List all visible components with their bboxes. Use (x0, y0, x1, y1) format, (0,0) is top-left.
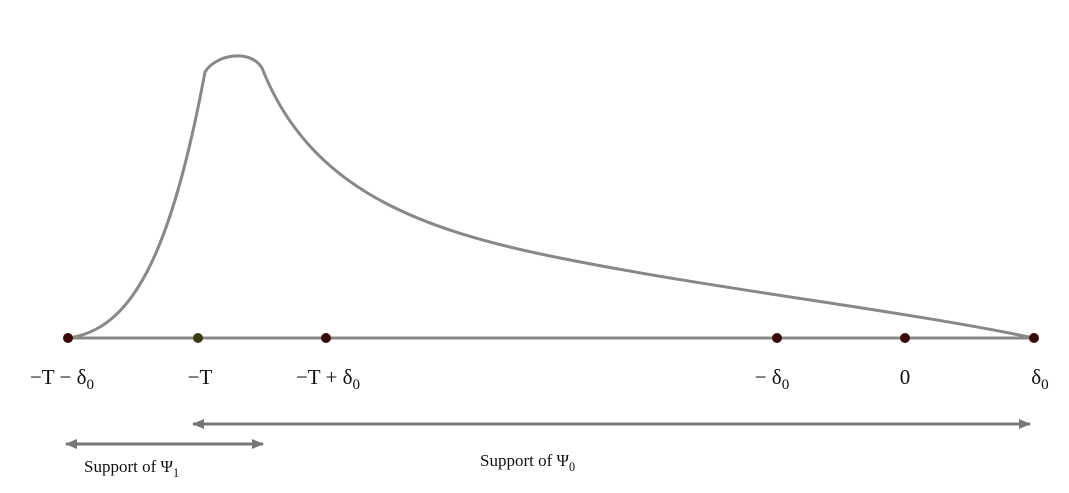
point (193, 333, 203, 343)
label-sub: 0 (782, 377, 790, 393)
label-main: Support of Ψ (84, 457, 174, 476)
label-main: −T − δ (30, 365, 87, 389)
label-sub: 0 (352, 377, 360, 393)
point-labels: −T − δ0 −T −T + δ0 − δ0 0 δ0 (30, 365, 1049, 393)
label-sub: 1 (173, 466, 179, 480)
support-label: Support of Ψ1 (84, 457, 179, 480)
label-main: Support of Ψ (480, 451, 570, 470)
points (63, 333, 1039, 343)
label-sub: 0 (86, 377, 94, 393)
point (772, 333, 782, 343)
point (321, 333, 331, 343)
label-main: −T (188, 365, 213, 389)
point-label: − δ0 (755, 365, 790, 393)
curve (67, 54, 1035, 340)
label-sub: 0 (1041, 377, 1049, 393)
support-label: Support of Ψ0 (480, 451, 575, 474)
point-label: 0 (900, 365, 911, 389)
point-label: −T − δ0 (30, 365, 94, 393)
label-main: δ (1031, 365, 1041, 389)
point-label: −T (188, 365, 213, 389)
point (900, 333, 910, 343)
point-label: δ0 (1031, 365, 1048, 393)
point (63, 333, 73, 343)
label-main: − δ (755, 365, 782, 389)
point-label: −T + δ0 (296, 365, 360, 393)
label-main: 0 (900, 365, 911, 389)
label-main: −T + δ (296, 365, 353, 389)
point (1029, 333, 1039, 343)
label-sub: 0 (569, 460, 575, 474)
